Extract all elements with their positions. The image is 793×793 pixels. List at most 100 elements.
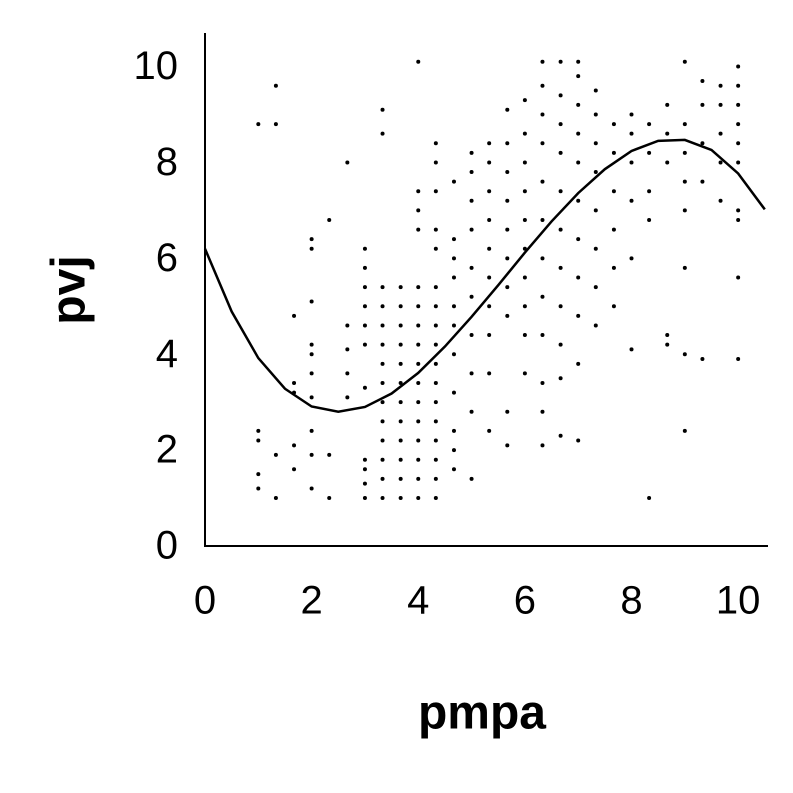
point — [611, 265, 616, 270]
x-tick-label: 10 — [716, 579, 761, 623]
point — [309, 395, 314, 400]
point — [273, 496, 278, 501]
point — [345, 371, 350, 376]
point — [593, 246, 598, 251]
point — [380, 342, 385, 347]
point — [380, 400, 385, 405]
point — [540, 256, 545, 261]
point — [469, 227, 474, 232]
point — [469, 294, 474, 299]
point — [540, 59, 545, 64]
point — [629, 198, 634, 203]
point — [505, 409, 510, 414]
point — [558, 265, 563, 270]
point — [433, 141, 438, 146]
point — [451, 304, 456, 309]
point — [309, 352, 314, 357]
point — [380, 361, 385, 366]
point — [558, 93, 563, 98]
point — [558, 122, 563, 127]
y-tick-label: 10 — [134, 44, 179, 88]
point — [629, 112, 634, 117]
point — [576, 102, 581, 107]
point — [611, 227, 616, 232]
point — [309, 371, 314, 376]
point — [398, 342, 403, 347]
point — [451, 323, 456, 328]
y-tick-label: 4 — [156, 332, 178, 376]
point — [558, 304, 563, 309]
point — [522, 160, 527, 165]
point — [593, 170, 598, 175]
point — [487, 371, 492, 376]
point — [345, 395, 350, 400]
point — [398, 457, 403, 462]
point — [522, 131, 527, 136]
point — [469, 150, 474, 155]
point — [629, 256, 634, 261]
point — [647, 150, 652, 155]
point — [665, 131, 670, 136]
point — [522, 98, 527, 103]
point — [665, 333, 670, 338]
point — [292, 443, 297, 448]
point — [398, 419, 403, 424]
point — [398, 438, 403, 443]
x-tick-label: 0 — [194, 579, 216, 623]
point — [469, 170, 474, 175]
point — [433, 438, 438, 443]
point — [576, 438, 581, 443]
point — [416, 361, 421, 366]
point — [380, 107, 385, 112]
point — [487, 160, 492, 165]
point — [700, 179, 705, 184]
point — [469, 333, 474, 338]
point — [416, 208, 421, 213]
point — [416, 476, 421, 481]
point — [345, 323, 350, 328]
point — [433, 419, 438, 424]
point — [362, 265, 367, 270]
point — [362, 285, 367, 290]
point — [433, 496, 438, 501]
point — [292, 313, 297, 318]
y-axis-label: pvj — [43, 255, 96, 324]
point — [611, 189, 616, 194]
point — [451, 467, 456, 472]
point — [540, 380, 545, 385]
point — [540, 409, 545, 414]
point — [540, 333, 545, 338]
point — [380, 304, 385, 309]
point — [433, 342, 438, 347]
point — [487, 141, 492, 146]
point — [433, 227, 438, 232]
y-tick-label: 0 — [156, 524, 178, 568]
point — [416, 438, 421, 443]
x-tick-label: 8 — [620, 579, 642, 623]
point — [718, 102, 723, 107]
point — [665, 342, 670, 347]
point — [736, 275, 741, 280]
point — [736, 357, 741, 362]
point — [576, 160, 581, 165]
point — [682, 179, 687, 184]
point — [593, 141, 598, 146]
point — [380, 419, 385, 424]
point — [505, 141, 510, 146]
point — [451, 352, 456, 357]
point — [433, 380, 438, 385]
point — [416, 342, 421, 347]
point — [718, 160, 723, 165]
point — [487, 304, 492, 309]
point — [433, 361, 438, 366]
point — [433, 246, 438, 251]
point — [487, 333, 492, 338]
point — [505, 285, 510, 290]
point — [362, 246, 367, 251]
point — [505, 107, 510, 112]
point — [522, 217, 527, 222]
point — [558, 150, 563, 155]
point — [682, 122, 687, 127]
point — [593, 88, 598, 93]
point — [380, 457, 385, 462]
